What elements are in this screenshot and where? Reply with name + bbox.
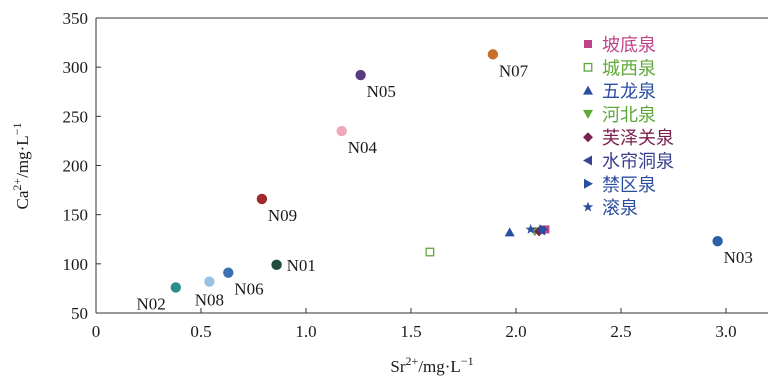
labeled-points: N01 N02 N03 N04 N05 N06 N07 N08 N09 <box>137 49 753 313</box>
y-tick-label: 50 <box>71 304 88 323</box>
x-tick-label: 3.0 <box>715 322 736 341</box>
legend-label-6: 水帘洞泉 <box>602 152 674 173</box>
legend-label-3: 五龙泉 <box>602 82 656 103</box>
ticks: 0 0.5 1.0 1.5 2.0 2.5 3.0 50 100 150 200 250 300 350 <box>63 9 737 341</box>
legend-marker-7 <box>584 178 593 189</box>
data-point-n02 <box>170 282 181 293</box>
point-label-n04: N04 <box>348 138 378 157</box>
y-tick-label: 350 <box>63 9 89 28</box>
legend-marker-8 <box>582 201 594 212</box>
series-points <box>425 223 550 257</box>
data-point-n03 <box>712 236 723 247</box>
x-tick-label: 0 <box>92 322 101 341</box>
legend-marker-2 <box>583 62 593 72</box>
data-point-n09 <box>256 193 268 205</box>
legend-marker-1 <box>584 40 592 48</box>
series-point-3 <box>504 227 515 237</box>
data-point-n05 <box>355 69 366 81</box>
point-label-n03: N03 <box>724 248 753 267</box>
point-label-n05: N05 <box>367 82 396 101</box>
point-label-n09: N09 <box>268 206 297 225</box>
y-tick-label: 250 <box>63 107 89 126</box>
data-point-n07 <box>487 49 499 60</box>
data-point-n04 <box>336 125 347 137</box>
legend-marker-3 <box>583 85 593 95</box>
x-tick-label: 0.5 <box>190 322 211 341</box>
y-tick-label: 300 <box>63 58 89 77</box>
legend-marker-5 <box>583 132 593 143</box>
series-point-7 <box>539 224 549 235</box>
legend-label-7: 禁区泉 <box>602 175 656 196</box>
x-tick-label: 2.0 <box>505 322 526 341</box>
y-tick-label: 100 <box>63 255 89 274</box>
data-point-n01 <box>271 259 282 271</box>
point-label-n01: N01 <box>287 256 316 275</box>
axis-titles: Sr2+/mg·L−1 Ca2+/mg·L−1 <box>10 123 474 376</box>
x-tick-label: 1.0 <box>295 322 316 341</box>
x-axis-title: Sr2+/mg·L−1 <box>390 354 473 376</box>
legend-label-8: 滚泉 <box>602 198 638 219</box>
legend-marker-4 <box>583 109 593 119</box>
data-point-n06 <box>223 267 234 278</box>
y-axis-title: Ca2+/mg·L−1 <box>10 123 32 210</box>
y-tick-label: 150 <box>63 206 89 225</box>
legend-marker-6 <box>583 155 592 166</box>
legend-label-1: 坡底泉 <box>602 35 656 56</box>
y-tick-label: 200 <box>63 157 89 176</box>
legend-label-4: 河北泉 <box>602 105 656 126</box>
point-label-n08: N08 <box>195 291 224 310</box>
legend-label-5: 芙泽关泉 <box>602 128 674 149</box>
series-point-2 <box>425 247 435 257</box>
x-tick-label: 1.5 <box>400 322 421 341</box>
data-point-n08 <box>204 276 215 287</box>
point-label-n02: N02 <box>137 294 166 313</box>
point-label-n06: N06 <box>234 280 263 299</box>
series-point-8 <box>525 223 536 234</box>
x-tick-label: 2.5 <box>610 322 631 341</box>
point-label-n07: N07 <box>499 61 529 80</box>
legend-label-2: 城西泉 <box>602 58 656 79</box>
